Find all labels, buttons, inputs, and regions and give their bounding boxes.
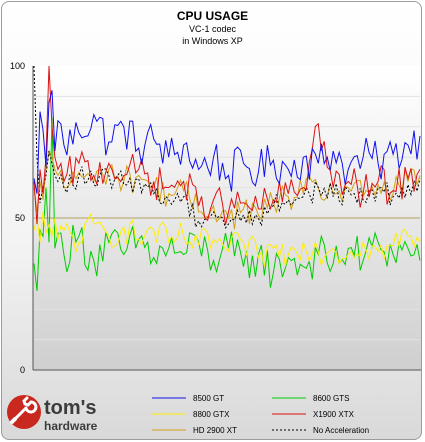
y-tick-labels: 100 50 0: [10, 61, 25, 375]
y-tick-label-100: 100: [10, 61, 25, 71]
chart-subtitle-line-1: VC-1 codec: [188, 24, 237, 34]
legend-label-8500-gt: 8500 GT: [193, 394, 224, 403]
series-line-x1900-xtx: [33, 66, 421, 226]
series-line-8500-gt: [33, 90, 421, 194]
title-block: CPU USAGE VC-1 codec in Windows XP: [0, 9, 425, 47]
series-layer: [33, 66, 421, 292]
series-line-8800-gtx: [33, 211, 421, 267]
logo-word-hardware: hardware: [44, 419, 98, 433]
legend-label-x1900-xtx: X1900 XTX: [313, 410, 355, 419]
legend-label-8800-gtx: 8800 GTX: [193, 410, 230, 419]
series-line-8600-gts: [33, 117, 421, 292]
wrench-icon: [7, 395, 41, 429]
legend-label-hd-2900-xt: HD 2900 XT: [193, 426, 237, 435]
legend: 8500 GT 8600 GTS 8800 GTX X1900 XTX HD 2…: [152, 394, 369, 435]
logo-word-toms: tom's: [44, 397, 97, 419]
chart-title: CPU USAGE: [176, 9, 249, 23]
series-line-no-acceleration: [33, 66, 421, 229]
chart-subtitle-line-2: in Windows XP: [182, 36, 243, 46]
legend-label-8600-gts: 8600 GTS: [313, 394, 349, 403]
y-tick-label-50: 50: [15, 213, 25, 223]
y-tick-label-0: 0: [20, 365, 25, 375]
legend-label-no-acceleration: No Acceleration: [313, 426, 369, 435]
toms-hardware-logo: tom's hardware: [7, 395, 98, 433]
